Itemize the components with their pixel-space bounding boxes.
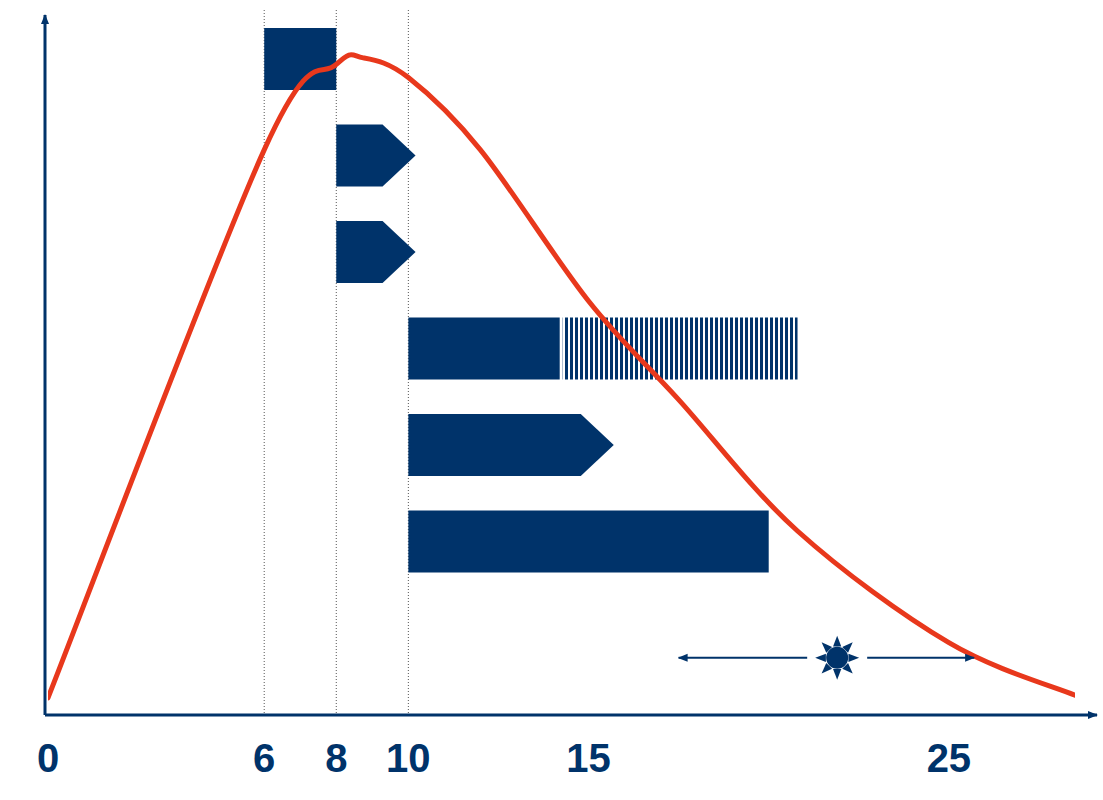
sun-core xyxy=(826,647,848,669)
guide-line xyxy=(264,10,265,715)
x-tick-label: 8 xyxy=(325,736,347,780)
sun-ray xyxy=(833,669,841,680)
arrow-bar xyxy=(336,125,415,187)
arrow-bar xyxy=(336,221,415,283)
range-bar xyxy=(408,511,768,573)
range-arrow-right xyxy=(867,657,974,659)
range-extension xyxy=(563,318,798,380)
sun-ray xyxy=(833,636,841,647)
x-axis xyxy=(45,714,1097,717)
sun-ray xyxy=(848,654,859,662)
sun-marker xyxy=(815,636,859,680)
plot-area xyxy=(48,28,1075,698)
sun-ray xyxy=(842,663,852,673)
sun-ray xyxy=(822,663,832,673)
x-tick-label: 25 xyxy=(927,736,972,780)
x-tick-label: 15 xyxy=(566,736,611,780)
sun-ray xyxy=(822,642,832,652)
range-arrow-left xyxy=(679,657,808,659)
y-axis xyxy=(44,15,47,715)
x-tick-label: 6 xyxy=(253,736,275,780)
curve xyxy=(48,55,1075,698)
guide-line xyxy=(336,10,337,715)
sun-ray xyxy=(815,654,826,662)
chart: 0 6 8 10 15 25 xyxy=(0,0,1103,800)
x-tick-label: 10 xyxy=(386,736,431,780)
x-tick-label: 0 xyxy=(37,736,59,780)
arrow-bar xyxy=(408,414,613,476)
range-bar xyxy=(408,318,559,380)
sun-ray xyxy=(842,642,852,652)
